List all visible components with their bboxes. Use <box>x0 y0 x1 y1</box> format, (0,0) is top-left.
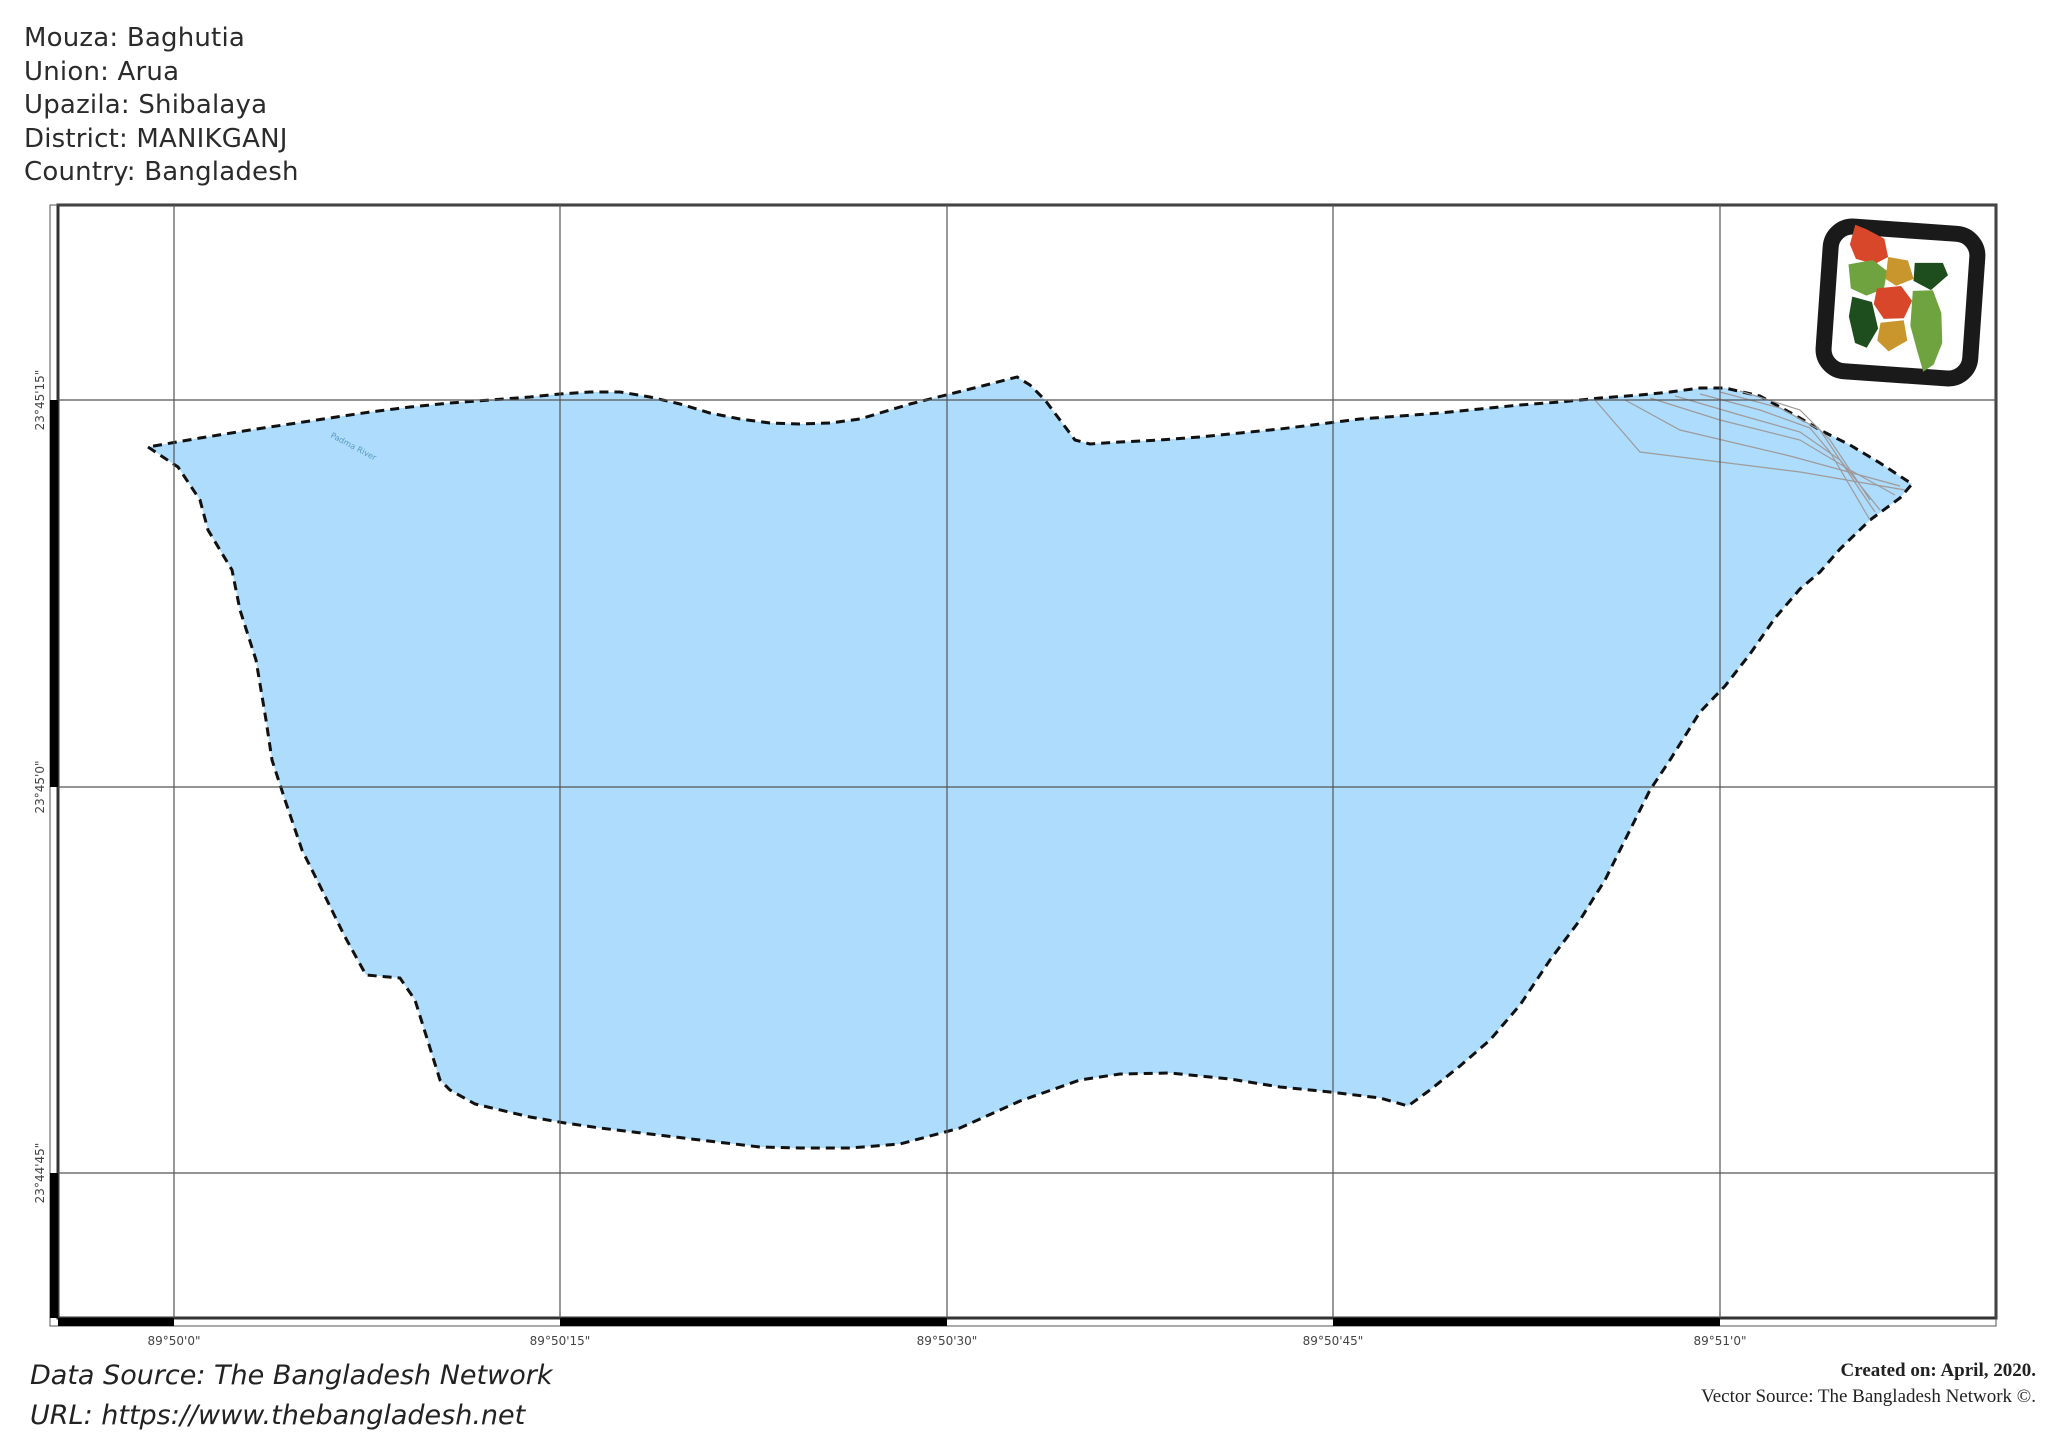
map-info-block: Mouza: Baghutia Union: Arua Upazila: Shi… <box>24 22 299 190</box>
bangladesh-inset-map <box>1815 218 1986 387</box>
inset-region-center-orange <box>1885 257 1914 286</box>
inset-region-south-orange <box>1877 320 1908 352</box>
lat-label-2: 23°45'0" <box>33 761 47 814</box>
url-text: URL: https://www.thebangladesh.net <box>30 1400 526 1431</box>
latitude-labels: 23°45'15" 23°45'0" 23°44'45" <box>33 370 47 1204</box>
graticule <box>58 205 1996 1318</box>
inset-region-center-red <box>1873 286 1913 319</box>
left-neatline-bar-top <box>50 400 58 787</box>
footer-source-block: Data Source: The Bangladesh Network URL:… <box>30 1356 552 1436</box>
left-neatline-bar-bottom <box>50 1173 58 1318</box>
created-date-text: Created on: April, 2020. <box>1840 1360 2036 1381</box>
district-label: District: MANIKGANJ <box>24 123 288 154</box>
longitude-labels: 89°50'0" 89°50'15" 89°50'30" 89°50'45" 8… <box>148 1334 1747 1348</box>
data-source-text: Data Source: The Bangladesh Network <box>30 1360 553 1391</box>
bottom-neatline-bar-1 <box>58 1318 174 1326</box>
inset-region-west <box>1848 260 1888 296</box>
inset-region-northeast <box>1913 262 1948 291</box>
footer-credits-block: Created on: April, 2020. Vector Source: … <box>1701 1358 2036 1410</box>
lon-label-4: 89°50'45" <box>1303 1334 1364 1348</box>
inset-region-east <box>1910 290 1943 372</box>
inset-region-southwest <box>1848 296 1879 348</box>
union-label: Union: Arua <box>24 56 180 87</box>
lon-label-5: 89°51'0" <box>1694 1334 1747 1348</box>
country-label: Country: Bangladesh <box>24 157 299 187</box>
bottom-neatline-bar-3 <box>1333 1318 1720 1326</box>
mouza-label: Mouza: Baghutia <box>24 23 246 53</box>
upazila-label: Upazila: Shibalaya <box>24 90 268 120</box>
inset-frame <box>1815 218 1986 387</box>
lat-label-3: 23°44'45" <box>33 1143 47 1204</box>
lon-label-2: 89°50'15" <box>530 1334 591 1348</box>
lat-label-1: 23°45'15" <box>33 370 47 431</box>
lon-label-3: 89°50'30" <box>917 1334 978 1348</box>
contour-lines <box>1594 390 1906 521</box>
inset-region-north <box>1849 224 1889 265</box>
lon-label-1: 89°50'0" <box>148 1334 201 1348</box>
vector-source-text: Vector Source: The Bangladesh Network ©. <box>1701 1386 2036 1407</box>
bottom-neatline-bar-2 <box>560 1318 947 1326</box>
